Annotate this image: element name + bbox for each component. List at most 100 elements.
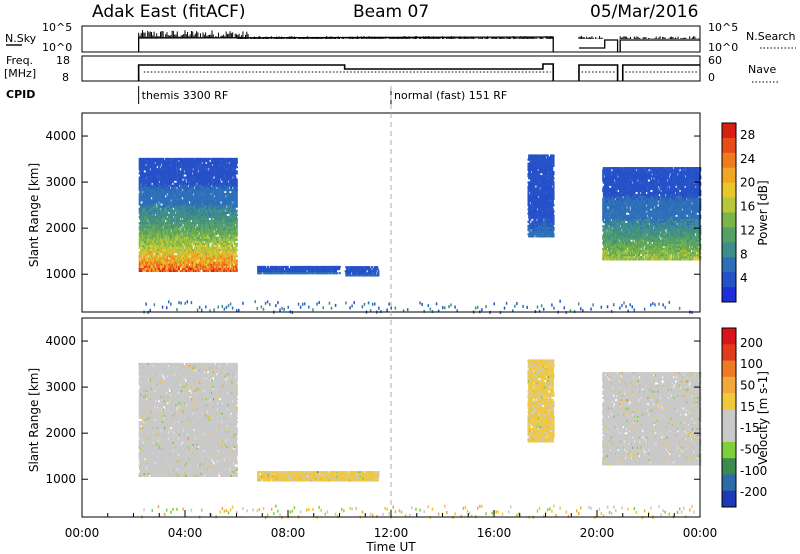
range-cell <box>210 267 213 270</box>
range-cell <box>177 251 180 254</box>
range-cell <box>149 205 152 208</box>
range-cell <box>181 209 184 212</box>
range-cell <box>210 222 213 225</box>
range-cell <box>139 230 142 233</box>
range-cell <box>145 222 148 225</box>
range-cell <box>166 159 169 163</box>
range-cell <box>142 244 145 248</box>
range-cell <box>198 191 201 194</box>
range-cell <box>138 159 141 163</box>
range-cell <box>150 184 153 187</box>
range-cell <box>166 164 169 167</box>
range-cell <box>168 228 171 231</box>
range-cell <box>180 265 183 268</box>
nsearch-tick-low: 10^0 <box>708 41 738 54</box>
range-cell <box>138 226 141 229</box>
range-cell <box>157 164 160 167</box>
range-cell <box>145 265 148 268</box>
range-cell <box>191 224 194 227</box>
range-cell <box>175 247 178 250</box>
range-cell <box>179 238 182 241</box>
range-cell <box>139 182 142 185</box>
range-cell <box>143 240 146 243</box>
range-cell <box>185 267 188 270</box>
range-cell <box>162 255 165 258</box>
range-cell <box>163 220 166 223</box>
range-cell <box>162 191 165 194</box>
range-cell <box>185 244 187 248</box>
range-cell <box>147 166 150 169</box>
range-cell <box>206 182 209 185</box>
range-cell <box>192 184 195 187</box>
range-cell <box>152 197 155 200</box>
range-cell <box>168 186 171 190</box>
range-cell <box>177 178 180 181</box>
range-cell <box>140 267 143 270</box>
range-cell <box>189 182 192 185</box>
range-cell <box>166 186 169 190</box>
range-cell <box>153 255 156 258</box>
range-cell <box>150 189 153 192</box>
range-cell <box>203 176 206 179</box>
range-cell <box>141 170 144 173</box>
range-cell <box>192 257 195 260</box>
range-cell <box>170 166 173 169</box>
range-cell <box>200 199 203 202</box>
range-cell <box>177 182 180 185</box>
range-cell <box>192 228 195 231</box>
range-cell <box>190 249 193 252</box>
range-cell <box>151 172 154 175</box>
range-cell <box>148 205 151 208</box>
range-cell <box>194 166 197 169</box>
range-cell <box>140 220 143 223</box>
range-cell <box>197 209 200 212</box>
range-cell <box>209 184 212 187</box>
range-cell <box>143 209 146 212</box>
range-cell <box>157 176 160 179</box>
range-cell <box>157 249 160 252</box>
range-cell <box>190 172 193 175</box>
range-cell <box>142 267 145 270</box>
range-cell <box>157 234 160 237</box>
range-cell <box>174 228 177 231</box>
range-cell <box>139 242 142 245</box>
range-cell <box>165 215 168 219</box>
range-cell <box>161 247 164 250</box>
range-cell <box>196 184 199 187</box>
range-cell <box>166 174 169 177</box>
range-cell <box>143 259 146 262</box>
range-cell <box>163 269 166 272</box>
range-cell <box>157 224 160 227</box>
range-cell <box>185 189 188 192</box>
range-cell <box>143 203 146 206</box>
range-cell <box>159 162 162 165</box>
range-cell <box>172 240 175 243</box>
range-cell <box>212 230 215 233</box>
range-cell <box>143 236 146 239</box>
range-cell <box>177 166 180 169</box>
range-cell <box>183 240 186 243</box>
range-cell <box>182 157 185 160</box>
range-cell <box>175 182 178 185</box>
range-cell <box>172 195 175 198</box>
range-cell <box>154 191 157 194</box>
range-cell <box>165 255 168 258</box>
range-cell <box>145 211 148 214</box>
range-cell <box>179 207 182 210</box>
range-cell <box>174 222 177 225</box>
range-cell <box>187 186 190 190</box>
range-cell <box>158 209 161 212</box>
range-cell <box>179 201 182 204</box>
range-cell <box>188 259 191 262</box>
range-cell <box>181 249 184 252</box>
freq-tick-low: 8 <box>62 71 69 84</box>
range-cell <box>147 203 150 206</box>
range-cell <box>208 207 211 210</box>
range-cell <box>181 170 184 173</box>
range-cell <box>149 228 152 231</box>
range-cell <box>139 193 142 196</box>
range-cell <box>160 213 163 216</box>
range-cell <box>181 230 184 233</box>
range-cell <box>186 191 189 194</box>
